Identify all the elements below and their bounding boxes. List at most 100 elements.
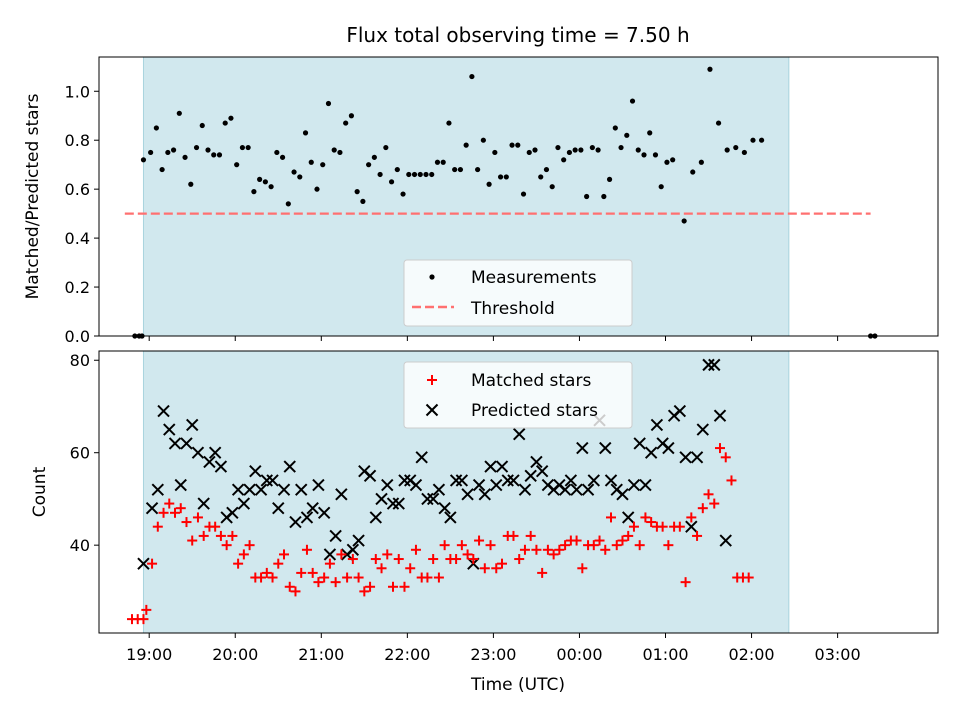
predicted-star-point [243, 483, 256, 496]
y-tick-label: 60 [70, 444, 90, 463]
measurement-point [394, 166, 400, 173]
measurement-point [446, 120, 452, 126]
matched-star-point [393, 554, 404, 565]
matched-star-point [313, 577, 324, 588]
measurement-point [475, 166, 481, 173]
measurement-point [670, 157, 676, 163]
predicted-star-point [639, 478, 652, 492]
predicted-star-point [214, 460, 228, 473]
predicted-legend-glyph [425, 403, 439, 417]
measurement-point [291, 169, 297, 175]
measurement-point [423, 171, 429, 178]
measurement-point [199, 122, 205, 129]
predicted-star-point [513, 428, 526, 441]
predicted-star-point [272, 501, 285, 515]
measurement-point [715, 120, 722, 126]
matched-star-point [279, 549, 290, 560]
measurement-points [132, 66, 878, 339]
predicted-star-point [564, 474, 578, 487]
predicted-star-point [208, 446, 222, 459]
predicted-star-point [375, 492, 388, 506]
measurement-point [434, 159, 441, 165]
matched-star-point [290, 586, 301, 597]
predicted-star-point [690, 451, 704, 464]
predicted-star-point [627, 478, 641, 492]
measurement-point [140, 157, 147, 163]
measurement-point [606, 176, 613, 182]
measurement-point [262, 179, 268, 185]
measurement-point [612, 125, 618, 131]
predicted-star-point [283, 460, 296, 473]
measurement-point [572, 147, 578, 153]
ratio-x-ticks [148, 336, 839, 341]
measurement-point [285, 201, 291, 207]
matched-star-point [588, 540, 599, 551]
matched-star-point [720, 452, 731, 463]
predicted-star-point [444, 511, 457, 524]
predicted-star-point [186, 418, 199, 432]
measurement-point [429, 171, 435, 178]
matched-star-point [640, 512, 651, 523]
measurement-point [239, 144, 246, 151]
predicted-star-point [650, 418, 664, 432]
predicted-star-point [231, 483, 245, 496]
x-tick-label: 03:00 [815, 645, 861, 664]
measurement-point [457, 166, 464, 173]
measurement-point [549, 184, 555, 190]
measurement-point [486, 181, 492, 187]
matched-star-point [342, 572, 353, 583]
predicted-star-point [702, 358, 715, 372]
measurement-point [589, 144, 595, 151]
predicted-star-point [369, 511, 383, 524]
matched-star-point [181, 517, 192, 528]
predicted-star-point [622, 511, 635, 524]
measurement-point [193, 144, 200, 151]
predicted-star-point [226, 506, 239, 520]
matched-star-point [399, 581, 410, 592]
measurement-point [176, 110, 182, 116]
y-tick-label: 0.8 [65, 131, 90, 150]
predicted-star-point [254, 483, 268, 496]
matched-star-point [451, 554, 462, 565]
predicted-star-point [145, 501, 159, 515]
predicted-star-point [163, 423, 176, 436]
count-y-axis-label: Count [30, 466, 50, 517]
predicted-star-point [421, 492, 434, 506]
matched-star-point [284, 581, 295, 592]
measurement-point [325, 100, 332, 107]
measurement-point [337, 149, 343, 156]
matched-star-point [296, 567, 307, 578]
measurements-legend-marker [429, 274, 435, 280]
matched-star-point [210, 521, 221, 532]
measurement-point [251, 189, 257, 195]
measurement-point [343, 120, 349, 126]
predicted-star-point [644, 446, 658, 459]
measurement-point [211, 152, 217, 158]
predicted-star-point [495, 460, 509, 473]
measurement-point [188, 181, 194, 187]
measurement-point [595, 147, 601, 153]
measurement-point [360, 198, 366, 204]
count-legend-box [403, 361, 633, 429]
threshold-legend-label: Threshold [470, 299, 555, 319]
predicted-star-point [191, 446, 205, 459]
predicted-star-point [484, 460, 497, 473]
measurement-point [320, 162, 326, 168]
ratio-plot-frame [98, 56, 939, 337]
matched-star-point [433, 572, 444, 583]
matched-star-point [439, 540, 450, 551]
matched-star-point [152, 521, 163, 532]
y-tick-label: 40 [70, 536, 90, 555]
measurement-point [388, 179, 395, 185]
matched-star-point [138, 614, 149, 625]
predicted-star-point [524, 469, 537, 483]
measurement-point [411, 171, 418, 178]
measurement-point [216, 152, 223, 158]
measurement-point [377, 171, 383, 178]
y-tick-label: 0.0 [65, 327, 90, 346]
measurement-point [733, 144, 739, 151]
measurement-point [707, 66, 713, 72]
count-legend: Matched stars Predicted stars [403, 361, 633, 429]
predicted-star-point [461, 488, 474, 501]
measurement-point [515, 142, 521, 148]
